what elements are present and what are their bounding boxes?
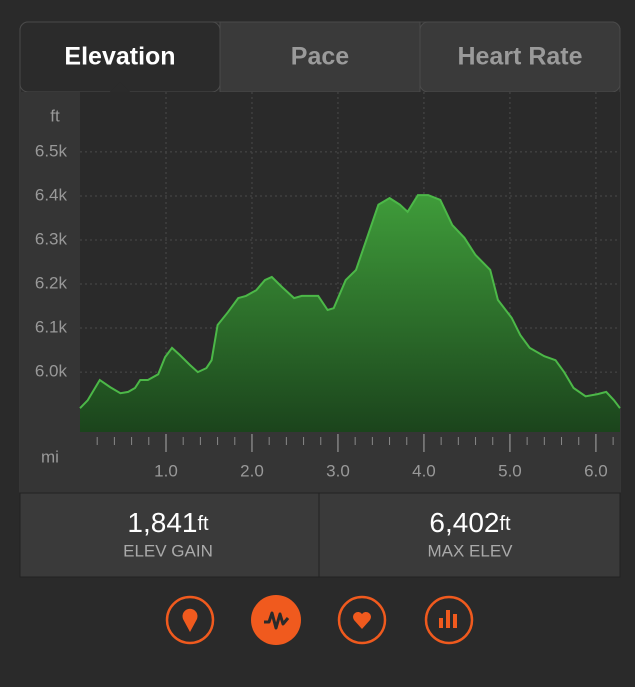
tab-label[interactable]: Elevation	[64, 43, 175, 71]
y-tick-label: 6.2k	[35, 274, 68, 293]
stat-number: 1,841	[127, 507, 197, 538]
y-unit: ft	[50, 106, 60, 125]
y-tick-label: 6.1k	[35, 318, 68, 337]
heart-rate-button[interactable]	[337, 595, 387, 645]
x-unit: mi	[41, 447, 59, 466]
map-button[interactable]	[165, 595, 215, 645]
tab-label[interactable]: Heart Rate	[457, 43, 582, 71]
y-tick-label: 6.0k	[35, 362, 68, 381]
stat-unit: ft	[197, 513, 209, 535]
y-tick-label: 6.5k	[35, 141, 68, 160]
x-tick-label: 6.0	[584, 461, 608, 480]
stat-unit: ft	[499, 513, 511, 535]
stat-label: MAX ELEV	[427, 541, 513, 560]
x-axis-panel	[20, 432, 620, 493]
elevation-area	[80, 195, 620, 432]
stat-panel	[19, 492, 320, 578]
stat-number: 6,402	[429, 507, 499, 538]
x-tick-label: 3.0	[326, 461, 350, 480]
x-tick-label: 4.0	[412, 461, 436, 480]
stat-value: 6,402ft	[429, 507, 511, 538]
x-tick-label: 2.0	[240, 461, 264, 480]
y-axis-panel	[20, 92, 80, 432]
y-tick-label: 6.3k	[35, 229, 68, 248]
x-tick-label: 1.0	[154, 461, 178, 480]
tab-label[interactable]: Pace	[291, 43, 349, 71]
stat-label: ELEV GAIN	[123, 541, 213, 560]
elevation-line	[79, 194, 621, 409]
splits-button[interactable]	[424, 595, 474, 645]
stat-panel	[318, 492, 621, 578]
x-tick-label: 5.0	[498, 461, 522, 480]
elevation-button[interactable]	[251, 595, 301, 645]
y-tick-label: 6.4k	[35, 185, 68, 204]
stat-value: 1,841ft	[127, 507, 209, 538]
tab-pointer	[110, 82, 130, 92]
